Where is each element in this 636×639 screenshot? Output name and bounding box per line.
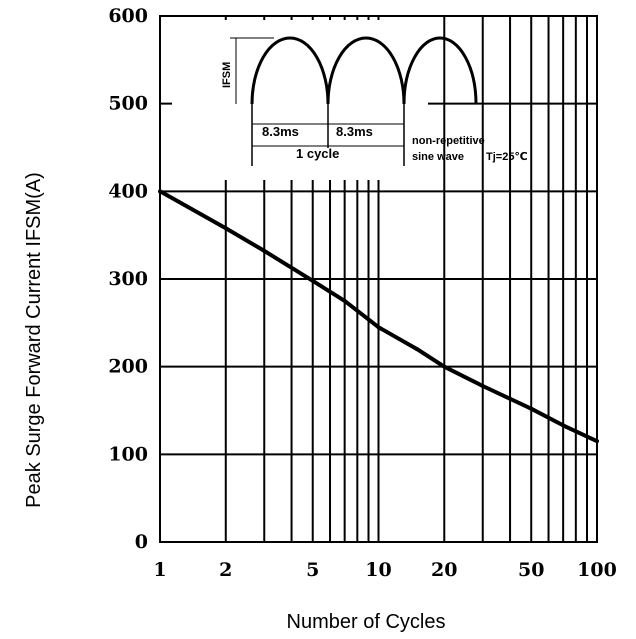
plot-border — [159, 15, 598, 543]
x-tick-label: 50 — [518, 559, 544, 581]
y-axis-title: Peak Surge Forward Current IFSM(A) — [23, 172, 45, 508]
plot-frame — [159, 15, 598, 543]
note-line-2: sine wave — [412, 151, 464, 163]
ifsm-label: IFSM — [221, 62, 233, 88]
series-point — [442, 364, 447, 369]
x-tick-label: 1 — [153, 559, 166, 581]
series-point — [480, 383, 485, 388]
y-tick-label: 200 — [108, 356, 148, 378]
series-point — [262, 248, 267, 253]
y-tick-label: 600 — [108, 5, 148, 27]
series-point — [529, 406, 534, 411]
sine-wave-icon — [250, 36, 478, 105]
series-line-0 — [159, 189, 598, 444]
y-tick-label: 400 — [108, 180, 148, 202]
tick-labels: 0 100 200 300 400 500 600 1 2 5 10 20 50 100 — [108, 5, 617, 581]
temperature-label: Tj=25℃ — [486, 151, 528, 163]
x-axis-title: Number of Cycles — [287, 611, 446, 633]
series-point — [310, 278, 315, 283]
cycle-label: 1 cycle — [296, 146, 339, 161]
series-point — [376, 325, 381, 330]
x-tick-label: 5 — [306, 559, 319, 581]
x-tick-label: 100 — [577, 559, 617, 581]
y-tick-label: 100 — [108, 443, 148, 465]
period-2-label: 8.3ms — [336, 124, 373, 139]
x-tick-label: 2 — [219, 559, 232, 581]
series-point — [595, 439, 599, 444]
series-point — [342, 298, 347, 303]
series-point — [223, 226, 228, 231]
x-tick-label: 10 — [365, 559, 391, 581]
note-line-1: non-repetitive — [412, 135, 485, 147]
y-tick-label: 300 — [108, 268, 148, 290]
series-point — [414, 347, 419, 352]
y-tick-label: 500 — [108, 93, 148, 115]
period-1-label: 8.3ms — [262, 124, 299, 139]
series-point — [561, 423, 566, 428]
series-point — [158, 189, 162, 194]
series-layer — [158, 189, 599, 444]
y-tick-label: 0 — [135, 531, 148, 553]
x-tick-label: 20 — [431, 559, 457, 581]
waveform-inset: IFSM 8.3ms 8.3ms 1 cycle non-repetitive … — [172, 20, 528, 180]
